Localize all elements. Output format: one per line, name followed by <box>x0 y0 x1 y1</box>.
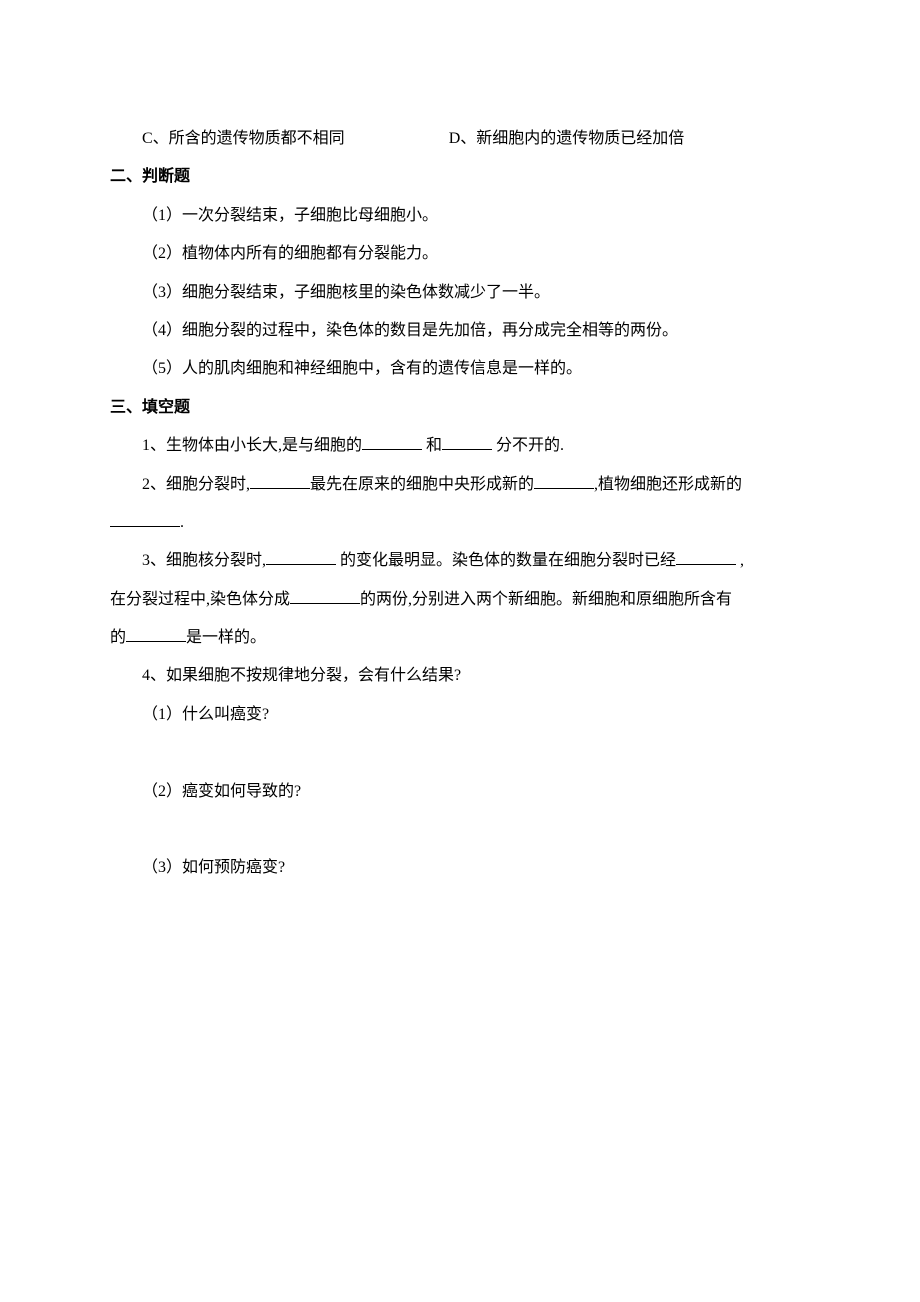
q1-text-end: 分不开的. <box>492 437 564 454</box>
blank-field[interactable] <box>250 473 310 489</box>
fill-q4: 4、如果细胞不按规律地分裂，会有什么结果? <box>110 657 810 695</box>
judge-item-2: （2）植物体内所有的细胞都有分裂能力。 <box>110 235 810 273</box>
fill-q2: 2、细胞分裂时, 最先在原来的细胞中央形成新的 ,植物细胞还形成新的 . <box>110 466 810 543</box>
blank-field[interactable] <box>290 588 360 604</box>
q3-line3-end: 是一样的。 <box>186 629 266 646</box>
q3-mid1: 的变化最明显。染色体的数量在细胞分裂时已经 <box>336 552 676 569</box>
option-row: C、所含的遗传物质都不相同 D、新细胞内的遗传物质已经加倍 <box>110 120 810 158</box>
q3-line3-pre: 的 <box>110 629 126 646</box>
fill-q3: 3、细胞核分裂时, 的变化最明显。染色体的数量在细胞分裂时已经 , 在分裂过程中… <box>110 542 810 657</box>
judge-item-1: （1）一次分裂结束，子细胞比母细胞小。 <box>110 197 810 235</box>
q2-text-mid: 最先在原来的细胞中央形成新的 <box>310 476 534 493</box>
q1-text-mid: 和 <box>422 437 442 454</box>
q2-text-pre: 2、细胞分裂时, <box>142 476 250 493</box>
blank-field[interactable] <box>126 626 186 642</box>
q1-text-pre: 1、生物体由小长大,是与细胞的 <box>142 437 362 454</box>
judge-item-3: （3）细胞分裂结束，子细胞核里的染色体数减少了一半。 <box>110 274 810 312</box>
q2-text-end: ,植物细胞还形成新的 <box>594 476 742 493</box>
q4-sub1: （1）什么叫癌变? <box>110 696 810 734</box>
q3-pre: 3、细胞核分裂时, <box>142 552 266 569</box>
blank-field[interactable] <box>534 473 594 489</box>
section-2-title: 二、判断题 <box>110 158 810 196</box>
q3-line2-pre: 在分裂过程中,染色体分成 <box>110 591 290 608</box>
q4-sub3: （3）如何预防癌变? <box>110 849 810 887</box>
q3-mid2: , <box>736 552 744 569</box>
blank-field[interactable] <box>110 511 180 527</box>
blank-field[interactable] <box>266 549 336 565</box>
option-c: C、所含的遗传物质都不相同 <box>142 130 345 147</box>
judge-item-5: （5）人的肌肉细胞和神经细胞中，含有的遗传信息是一样的。 <box>110 350 810 388</box>
q4-sub2: （2）癌变如何导致的? <box>110 773 810 811</box>
blank-field[interactable] <box>676 549 736 565</box>
fill-q1: 1、生物体由小长大,是与细胞的 和 分不开的. <box>110 427 810 465</box>
judge-item-4: （4）细胞分裂的过程中，染色体的数目是先加倍，再分成完全相等的两份。 <box>110 312 810 350</box>
blank-field[interactable] <box>362 434 422 450</box>
section-3-title: 三、填空题 <box>110 389 810 427</box>
q3-line2-mid: 的两份,分别进入两个新细胞。新细胞和原细胞所含有 <box>360 591 732 608</box>
option-d: D、新细胞内的遗传物质已经加倍 <box>449 120 685 158</box>
blank-field[interactable] <box>442 434 492 450</box>
q2-tail: . <box>180 514 184 531</box>
